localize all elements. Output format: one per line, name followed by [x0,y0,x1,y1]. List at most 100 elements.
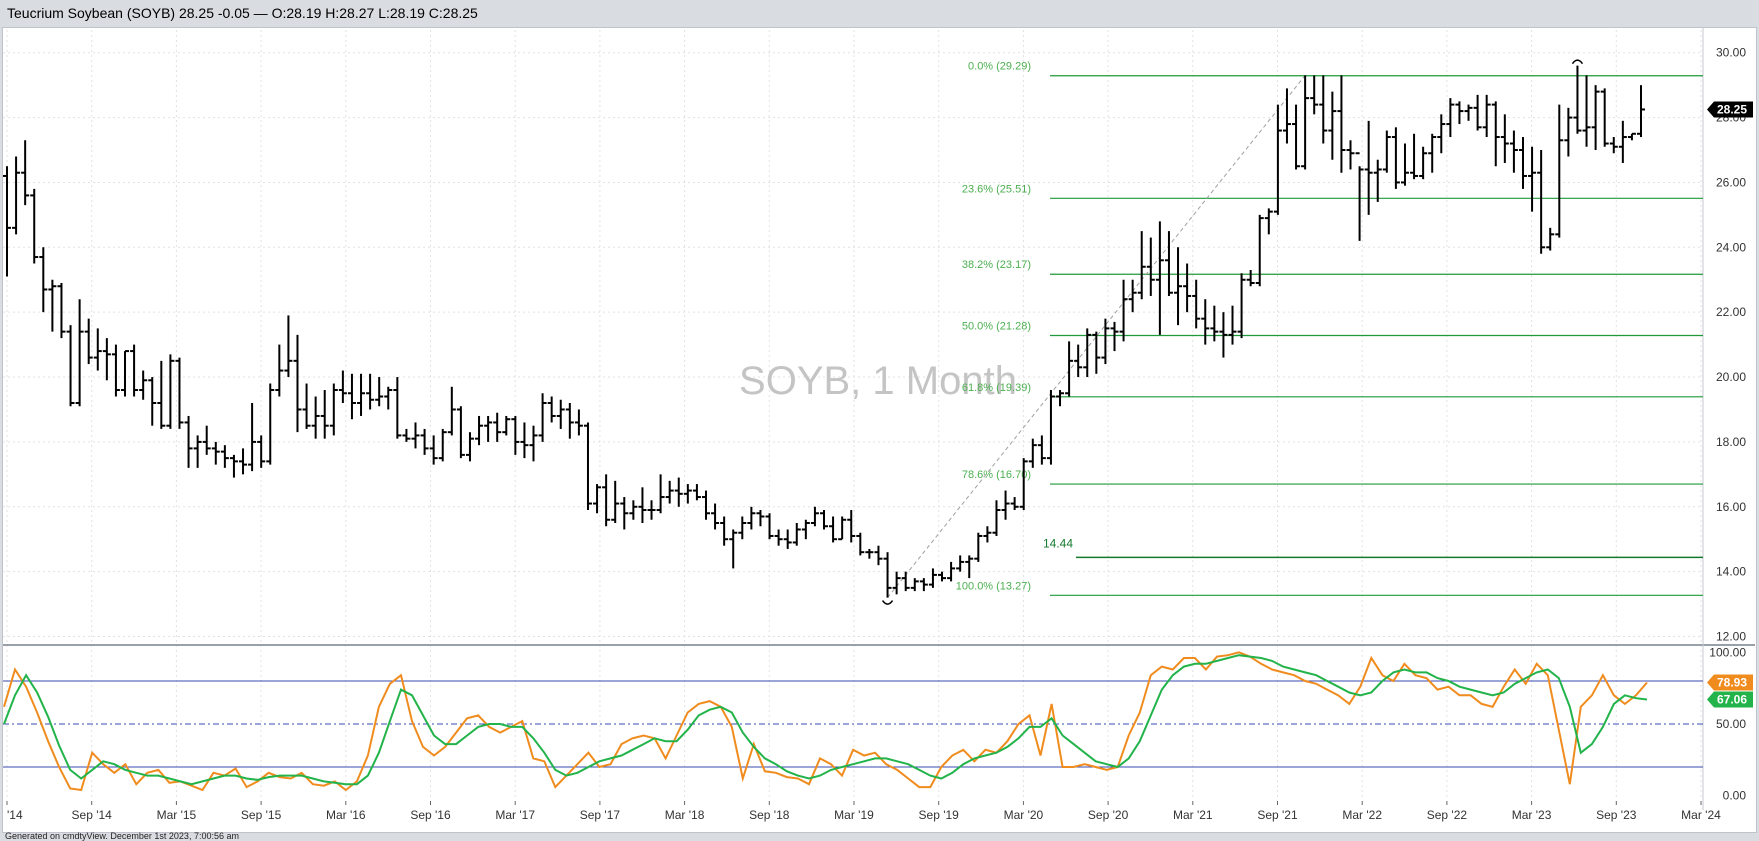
ohlc-bar [366,373,375,410]
stochastic-d-badge [1707,691,1753,708]
ohlc-bar [1192,279,1201,329]
ohlc-bar [111,344,120,397]
price-axis: 30.0028.0026.0024.0022.0020.0018.0016.00… [1716,46,1746,644]
ohlc-bar [121,350,130,397]
ohlc-bar [102,338,111,381]
ohlc-bar [48,279,57,332]
ohlc-bar [357,373,366,416]
ohlc-bar [965,555,974,579]
time-axis-tick: Sep '17 [580,808,621,822]
last-price-badge [1707,101,1753,118]
stochastic-d-label: 67.06 [1717,693,1747,707]
ohlc-bar [1110,321,1119,352]
ohlc-bar [493,412,502,442]
ohlc-bar [547,396,556,423]
fib-retracement: 0.0% (29.29) 23.6% (25.51) 38.2% (23.17) 50… [956,61,1703,596]
ohlc-bar [992,500,1001,536]
ohlc-bar [674,477,683,507]
ohlc-bar [1255,214,1264,287]
last-price-label: 28.25 [1717,102,1747,116]
ohlc-bar [1609,137,1618,154]
ohlc-bar [1382,130,1391,173]
ohlc-bar [1346,140,1355,170]
ohlc-bar [1591,85,1600,151]
ohlc-bar [820,510,828,530]
ohlc-bar [1428,133,1437,173]
ohlc-bar [475,415,484,446]
time-axis-tick: Sep '23 [1596,808,1637,822]
ohlc-bar [1074,344,1083,378]
ohlc-bar [1573,65,1582,134]
ohlc-bar [502,415,511,436]
time-axis-tick: Sep '19 [919,808,960,822]
ohlc-bar [1319,75,1328,144]
ohlc-bar [311,396,320,439]
fib-level-label: 100.0% (13.27) [956,580,1031,592]
ohlc-bar [1201,299,1210,345]
level-line-label: 14.44 [1043,536,1073,550]
time-axis-tick: Sep '14 [72,808,113,822]
price-axis-tick: 20.00 [1716,370,1746,384]
ohlc-bar [338,370,347,403]
ohlc-bar [919,578,928,592]
ohlc-bar [375,377,384,407]
ohlc-bar [293,334,302,433]
ohlc-bar [1464,104,1473,121]
ohlc-bar [593,484,602,514]
ohlc-bar [765,513,774,540]
ohlc-bar [611,480,620,523]
fib-level-label: 50.0% (21.28) [962,321,1031,333]
ohlc-bar [438,428,447,462]
ohlc-bar [329,383,338,436]
ohlc-bar [429,435,438,465]
time-axis-tick: Sep '20 [1088,808,1129,822]
fib-level-label: 61.8% (19.39) [962,382,1031,394]
ohlc-bar [1400,143,1409,186]
time-axis-tick: Mar '21 [1173,808,1213,822]
ohlc-bar [484,415,493,442]
time-axis-tick: Sep '21 [1257,808,1298,822]
ohlc-bar [538,393,547,442]
ohlc-bar [556,399,565,429]
ohlc-bar [3,166,11,277]
ohlc-bar [57,282,66,339]
ohlc-bar [711,503,720,530]
ohlc-bar [130,344,139,397]
ohlc-bar [874,545,883,566]
price-axis-tick: 18.00 [1716,435,1746,449]
ohlc-bar [529,425,538,462]
ohlc-bar [148,377,157,426]
time-axis-tick: Mar '18 [665,808,705,822]
ohlc-bar [420,428,429,455]
ohlc-bar [1219,312,1228,358]
ohlc-bar [1518,137,1527,189]
fib-level-label: 0.0% (29.29) [968,61,1031,73]
ohlc-bar [84,318,93,365]
ohlc-bar [1482,94,1491,138]
swing-high-marker [1571,59,1584,65]
ohlc-bar [275,344,284,397]
ohlc-bar [1237,273,1246,339]
ohlc-bar [402,428,411,442]
time-axis-tick: Mar '17 [495,808,535,822]
ohlc-bar [93,328,102,371]
chart-header: Teucrium Soybean (SOYB) 28.25 -0.05 — O:… [0,0,1759,27]
swing-low-marker [881,600,894,605]
ohlc-bar [1546,227,1555,251]
ohlc-bar [1310,75,1319,115]
price-axis-tick: 30.00 [1716,46,1746,60]
ohlc-bar [1537,150,1546,254]
ohlc-bar [1509,130,1518,173]
ohlc-bar [347,373,356,420]
ohlc-bar [1600,88,1609,147]
ohlc-bar [774,529,783,546]
time-axis-tick: '14 [7,808,23,822]
price-axis-tick: 24.00 [1716,240,1746,254]
ohlc-bar [1328,91,1337,160]
ohlc-bar [30,188,39,264]
ohlc-bar [829,516,838,543]
ohlc-bar [1119,279,1128,342]
ohlc-bar [184,415,193,468]
ohlc-bar [1028,438,1037,468]
